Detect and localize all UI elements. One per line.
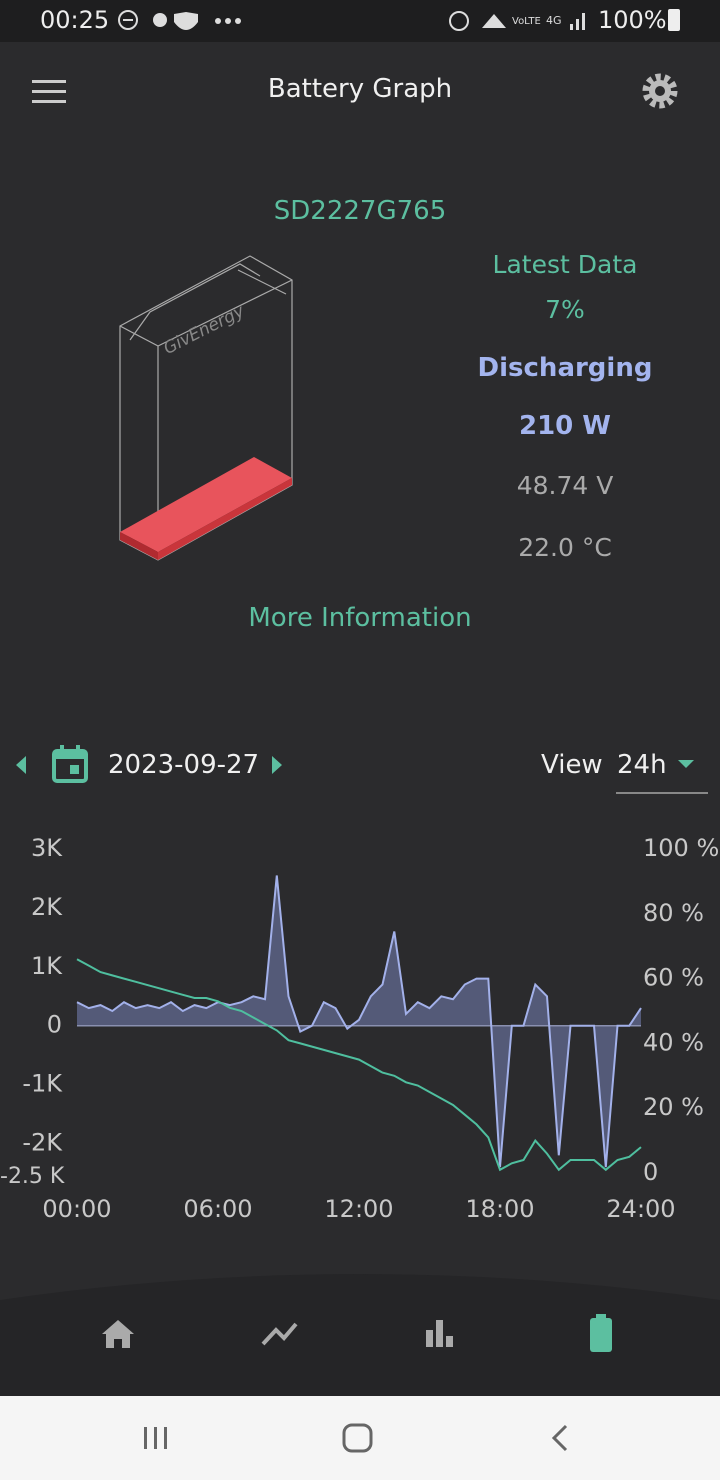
- bottom-navigation: [0, 1274, 720, 1396]
- calendar-button[interactable]: [52, 745, 88, 783]
- recents-button[interactable]: [144, 1427, 167, 1449]
- home-tab[interactable]: [102, 1320, 134, 1348]
- y2-tick-label: 20 %: [643, 1093, 704, 1121]
- x-tick-label: 12:00: [324, 1195, 393, 1223]
- svg-text:4G: 4G: [546, 14, 562, 27]
- y2-tick-label: 60 %: [643, 964, 704, 992]
- back-button[interactable]: [551, 1424, 568, 1452]
- previous-day-button[interactable]: [14, 754, 28, 776]
- power-area: [77, 875, 641, 1168]
- battery-temperature: 22.0 °C: [518, 533, 612, 562]
- selected-date: 2023-09-27: [108, 750, 260, 780]
- battery-level: 7%: [545, 295, 585, 324]
- system-navigation: [0, 1396, 720, 1480]
- brand-label: GivEnergy: [160, 301, 248, 359]
- y-tick-label: -2.5 K: [0, 1164, 65, 1189]
- x-tick-label: 18:00: [465, 1195, 534, 1223]
- soc-line: [76, 958, 642, 1172]
- menu-button[interactable]: [32, 78, 66, 104]
- view-value: 24h: [617, 750, 667, 780]
- svg-text:VoLTE: VoLTE: [512, 16, 541, 27]
- more-information-link[interactable]: More Information: [248, 603, 472, 633]
- y2-tick-label: 100 %: [643, 834, 719, 862]
- x-tick-label: 00:00: [42, 1195, 111, 1223]
- power-line: [76, 875, 642, 1168]
- y-tick-label: 1K: [31, 952, 63, 980]
- status-icons: [118, 10, 241, 30]
- battery-icon: [668, 9, 680, 31]
- status-icons-right: VoLTE 4G: [449, 11, 585, 31]
- battery-power: 210 W: [518, 411, 611, 441]
- view-select[interactable]: 24h: [616, 742, 708, 794]
- y2-tick-label: 80 %: [643, 899, 704, 927]
- y-tick-label: 3K: [31, 834, 63, 862]
- next-day-button[interactable]: [270, 754, 284, 776]
- serial-number: SD2227G765: [273, 196, 447, 226]
- x-tick-label: 06:00: [183, 1195, 252, 1223]
- trend-tab[interactable]: [261, 1322, 298, 1346]
- home-button[interactable]: [342, 1423, 373, 1453]
- y2-tick-label: 40 %: [643, 1028, 704, 1056]
- battery-voltage: 48.74 V: [516, 471, 614, 500]
- status-bar: 00:25 VoLTE 4G 100%: [0, 0, 720, 42]
- clock: 00:25: [40, 6, 110, 34]
- dropdown-arrow: [678, 760, 694, 768]
- y-tick-label: 0: [47, 1011, 62, 1039]
- y-tick-label: -1K: [22, 1070, 63, 1098]
- battery-image: GivEnergy: [119, 255, 293, 561]
- battery-tab[interactable]: [590, 1314, 612, 1352]
- y-tick-label: 2K: [31, 893, 63, 921]
- battery-state: Discharging: [477, 353, 653, 383]
- y2-tick-label: 0: [643, 1158, 658, 1186]
- latest-data-label: Latest Data: [492, 250, 638, 279]
- settings-button[interactable]: [640, 71, 680, 111]
- chart: 3K 2K 1K 0 -1K -2K -2.5 K 100 % 80 % 60 % 40 % 20 %…: [0, 834, 719, 1223]
- battery-percent: 100%: [598, 6, 667, 34]
- stats-tab[interactable]: [426, 1320, 453, 1347]
- y-tick-label: -2K: [22, 1129, 63, 1157]
- view-label: View: [541, 750, 603, 780]
- app-title: Battery Graph: [267, 74, 453, 104]
- x-tick-label: 24:00: [606, 1195, 675, 1223]
